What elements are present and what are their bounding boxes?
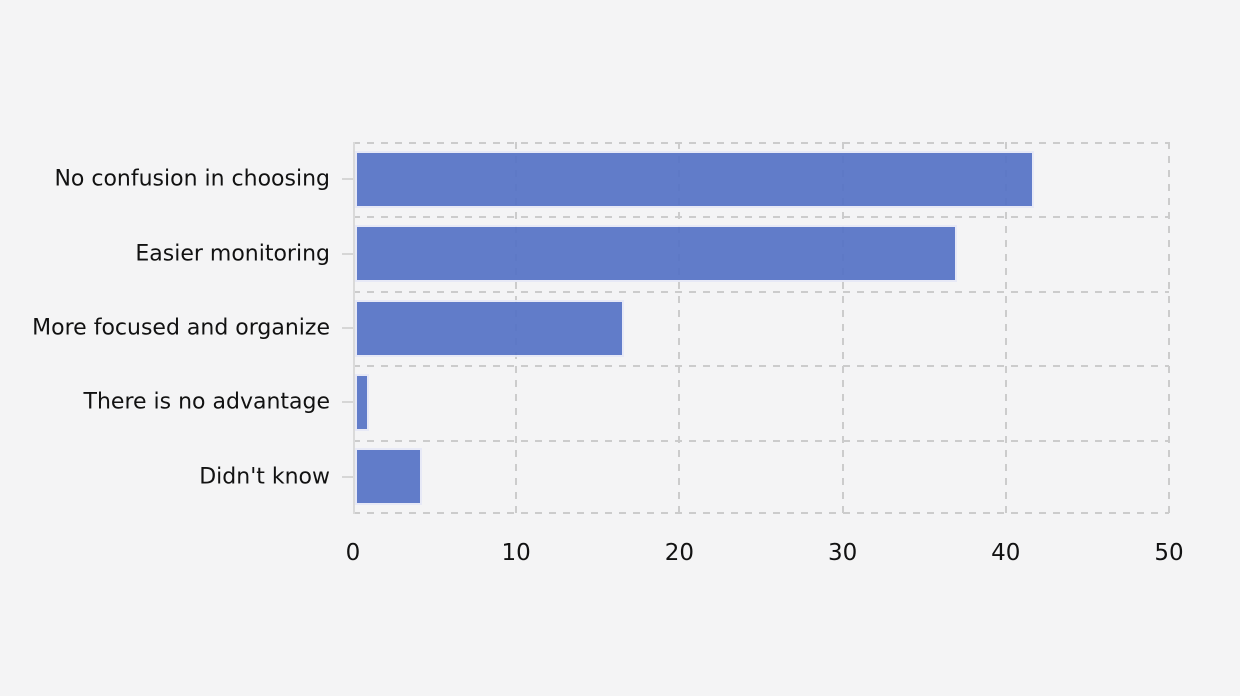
gridline-x-40: [1004, 142, 1007, 514]
gridline-y-4: [353, 440, 1169, 442]
y-tick-mark-4: [342, 476, 353, 478]
x-tick-label-10: 10: [501, 540, 531, 566]
bar-4: [355, 448, 422, 505]
bar-3: [355, 374, 369, 431]
gridline-y-3: [353, 365, 1169, 367]
bar-0: [355, 151, 1034, 208]
y-tick-mark-3: [342, 401, 353, 403]
x-tick-label-0: 0: [345, 540, 361, 566]
gridline-y-5: [353, 512, 1169, 514]
y-axis-spine: [353, 142, 355, 514]
category-label-0: No confusion in choosing: [54, 166, 330, 192]
gridline-y-1: [353, 216, 1169, 218]
category-label-3: There is no advantage: [83, 389, 330, 415]
gridline-x-20: [678, 142, 681, 514]
category-label-4: Didn't know: [199, 464, 330, 490]
x-tick-label-40: 40: [991, 540, 1021, 566]
y-tick-mark-0: [342, 178, 353, 180]
category-label-2: More focused and organize: [32, 315, 330, 341]
x-tick-label-50: 50: [1154, 540, 1184, 566]
gridline-y-2: [353, 291, 1169, 293]
x-tick-label-30: 30: [827, 540, 858, 566]
plot-area: [353, 142, 1170, 514]
gridline-x-30: [841, 142, 844, 514]
x-tick-label-20: 20: [664, 540, 695, 566]
category-label-1: Easier monitoring: [135, 241, 330, 267]
bar-2: [355, 300, 624, 357]
bar-1: [355, 225, 957, 282]
gridline-x-50: [1168, 142, 1170, 514]
y-tick-mark-1: [342, 253, 353, 255]
y-tick-mark-2: [342, 327, 353, 329]
gridline-y-0: [353, 142, 1169, 144]
